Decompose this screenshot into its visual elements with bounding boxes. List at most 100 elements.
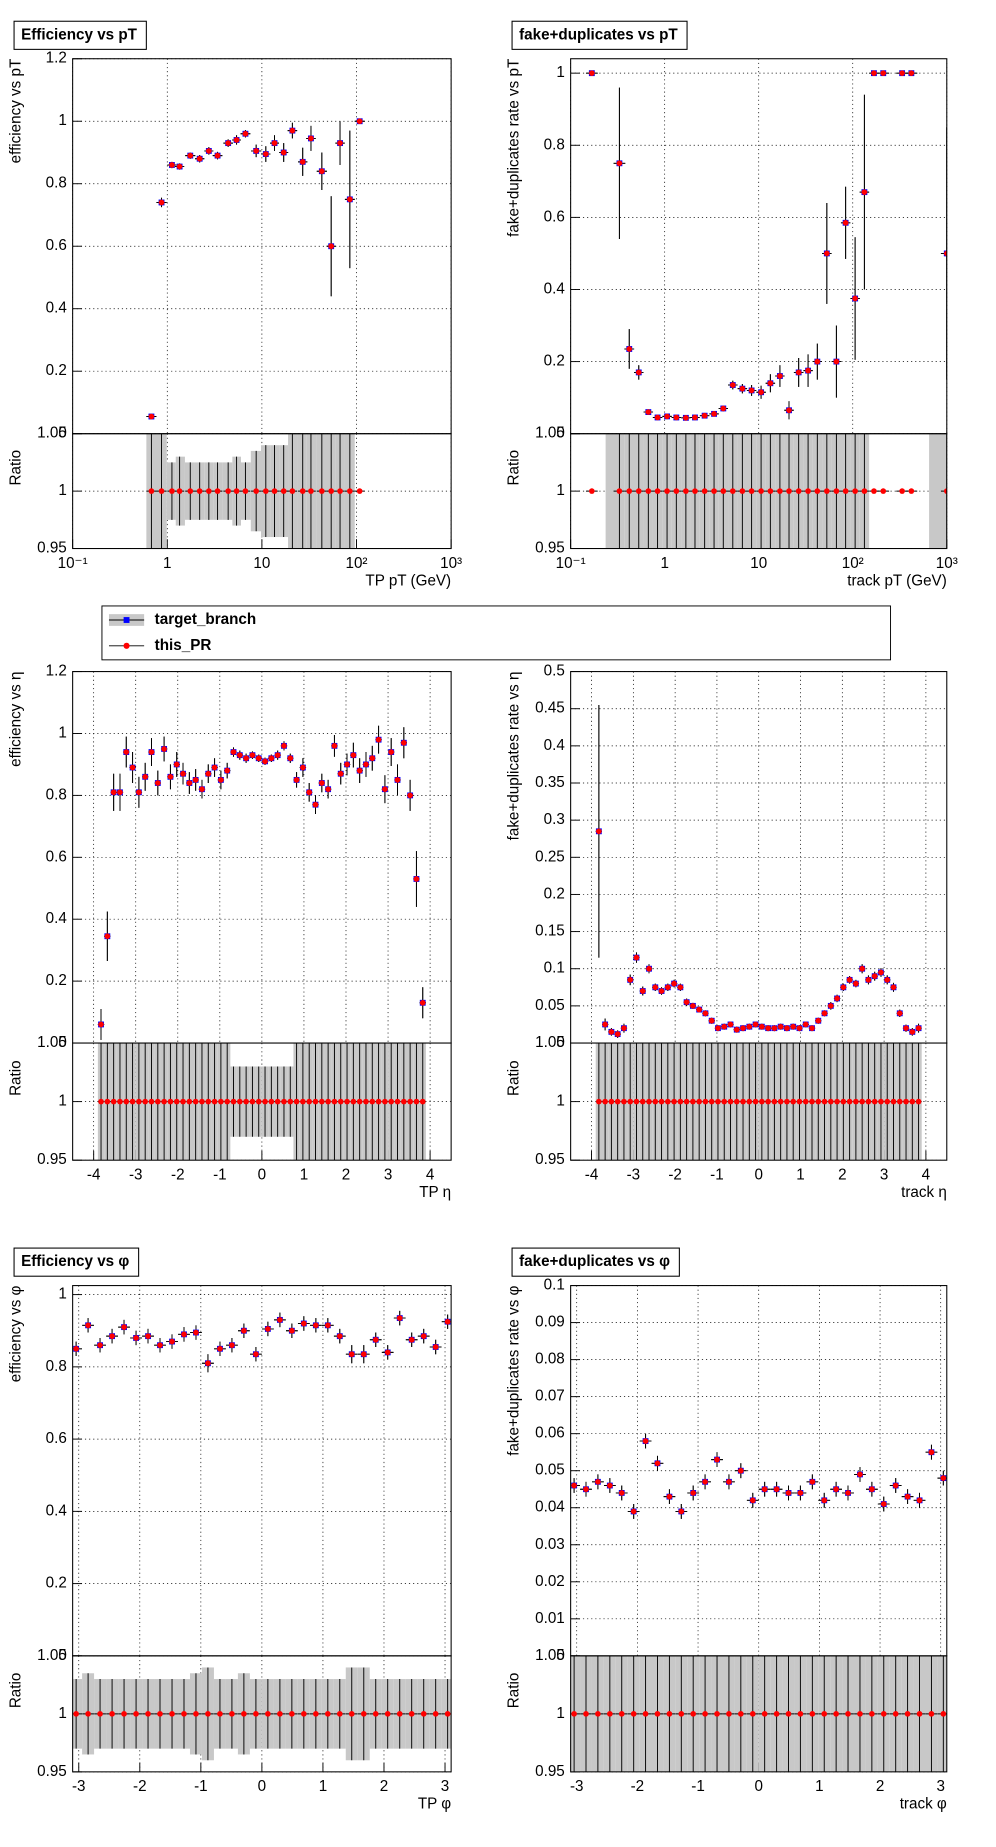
ratio-marker [98,1098,104,1105]
ratio-marker [627,1098,634,1105]
ratio-marker [325,1098,331,1105]
y-tick-label: 1 [58,724,66,741]
ratio-axis-label: Ratio [505,450,522,486]
ratio-marker [375,1098,382,1105]
ratio-marker [635,488,642,494]
ratio-marker [230,1098,237,1105]
marker [356,118,363,125]
title-box: fake+duplicates vs φ [511,1247,680,1277]
y-tick-label: 0.06 [535,1425,565,1442]
ratio-marker [218,1098,224,1105]
marker [721,1023,728,1030]
marker [313,1322,319,1329]
chart-title: fake+duplicates vs pT [519,26,678,43]
ratio-marker [337,488,343,494]
y-tick-label: 0.05 [535,997,565,1014]
ratio-marker [253,488,259,494]
ratio-marker [289,488,296,494]
y-tick-label: 0.07 [535,1388,565,1405]
legend: target_branch this_PR [101,605,892,661]
ratio-marker [420,1711,427,1717]
ratio-marker [262,488,269,494]
marker [729,382,736,388]
marker [845,1490,851,1496]
ratio-marker [583,1711,589,1717]
ratio-marker [401,1098,407,1105]
ratio-marker [777,488,783,494]
y-tick-label: 0.1 [544,960,565,977]
marker [372,1336,379,1343]
ratio-marker [214,488,221,494]
marker [635,369,642,376]
marker [148,413,155,420]
ratio-marker [814,488,821,494]
ratio-marker [690,1711,697,1717]
marker [738,1467,744,1474]
marker [727,1021,734,1028]
ratio-tick-label: 1.05 [37,425,67,442]
marker [840,984,847,991]
x-tick-label: 0 [754,1778,762,1795]
marker [673,414,680,421]
ratio-marker [677,1098,684,1105]
marker [915,1025,922,1031]
marker [708,1017,715,1024]
ratio-marker [274,1098,281,1105]
marker [142,774,149,780]
marker [767,380,774,387]
main-data [570,1433,947,1519]
ratio-marker [158,488,165,494]
ratio-marker [740,1098,746,1105]
marker [733,1026,740,1033]
ratio-marker [890,1098,897,1105]
marker [678,1508,685,1515]
marker [181,1331,187,1338]
y-tick-label: 0 [556,1647,564,1664]
y-tick-label: 0.08 [535,1351,565,1368]
ratio-marker [73,1711,79,1717]
x-tick-label: -1 [691,1778,705,1795]
marker [199,786,205,793]
ratio-marker [796,1098,803,1105]
chart-panel: -4 -3 -2 -1 0 1 2 3 4 0 0.05 0.1 0.15 0.2 0.25 0.3 0.35 0… [505,663,948,1201]
x-tick-label: -1 [710,1166,724,1183]
x-tick-label: 1 [163,555,171,572]
ratio-marker [289,1711,295,1717]
ratio-marker [702,1711,708,1717]
ratio-marker [253,1711,259,1717]
y-tick-label: 0.4 [46,1502,68,1519]
ratio-marker [336,1711,343,1717]
marker [890,984,897,991]
chart-panel: -3 -2 -1 0 1 2 3 0 0.2 0.4 0.6 0.8 1 0.95 1 1.05 efficie… [7,1247,452,1813]
ratio-data [146,433,365,549]
marker [616,160,623,167]
marker [187,152,194,159]
ratio-marker [666,1711,673,1717]
ratio-tick-label: 1 [58,482,66,499]
ratio-marker [852,488,858,494]
marker [630,1508,637,1515]
error-bar [940,127,947,380]
marker [878,969,884,976]
y-tick-label: 0.6 [46,1430,67,1447]
marker [777,1023,784,1030]
y-tick-label: 0.04 [535,1499,565,1516]
ratio-marker [382,1098,388,1105]
marker [218,777,224,783]
marker [627,977,634,983]
ratio-marker [181,1711,187,1717]
marker [908,70,915,76]
ratio-marker [319,488,325,494]
y-tick-label: 0.3 [544,811,565,828]
y-tick-label: 0.35 [535,774,565,791]
x-axis-label: TP η [419,1184,451,1201]
ratio-axis-label: Ratio [505,1060,522,1096]
ratio-marker [167,1098,174,1105]
ratio-marker [645,488,652,494]
x-tick-label: -3 [129,1166,143,1183]
marker [136,789,142,796]
ratio-marker [142,1098,149,1105]
x-tick-label: 0 [258,1166,266,1183]
marker [344,761,350,768]
marker [382,786,388,793]
